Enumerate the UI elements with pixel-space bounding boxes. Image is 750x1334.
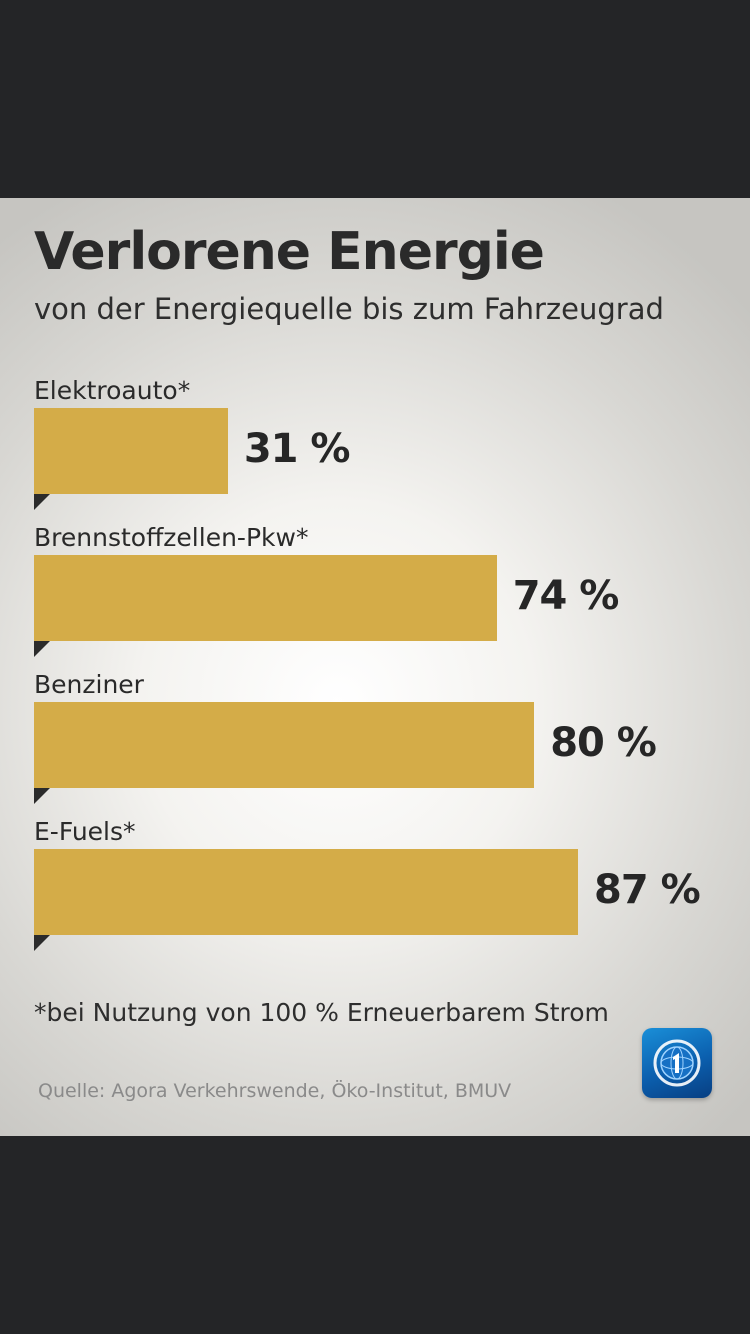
bar: [34, 408, 228, 494]
bar-corner-marker: [34, 935, 50, 951]
infographic-card: Verlorene Energie von der Energiequelle …: [0, 198, 750, 1136]
bar: [34, 702, 535, 788]
bar-category-label: E-Fuels*: [34, 817, 136, 846]
bar-category-label: Benziner: [34, 670, 144, 699]
bar: [34, 555, 497, 641]
bar-value-label: 87 %: [594, 867, 701, 913]
bar-value-label: 31 %: [243, 426, 351, 472]
chart-title: Verlorene Energie: [34, 222, 545, 282]
bar-corner-marker: [34, 641, 50, 657]
bar-category-label: Elektroauto*: [34, 376, 191, 405]
tagesschau-logo-icon: [642, 1028, 712, 1098]
bar-value-label: 74 %: [512, 573, 620, 619]
source-note: Quelle: Agora Verkehrswende, Öko-Institu…: [38, 1080, 512, 1102]
footnote: *bei Nutzung von 100 % Erneuerbarem Stro…: [34, 998, 609, 1027]
bar: [34, 849, 578, 935]
chart-subtitle: von der Energiequelle bis zum Fahrzeugra…: [34, 292, 664, 326]
bar-value-label: 80 %: [550, 720, 657, 766]
bar-corner-marker: [34, 788, 50, 804]
bar-corner-marker: [34, 494, 50, 510]
bar-category-label: Brennstoffzellen-Pkw*: [34, 523, 309, 552]
